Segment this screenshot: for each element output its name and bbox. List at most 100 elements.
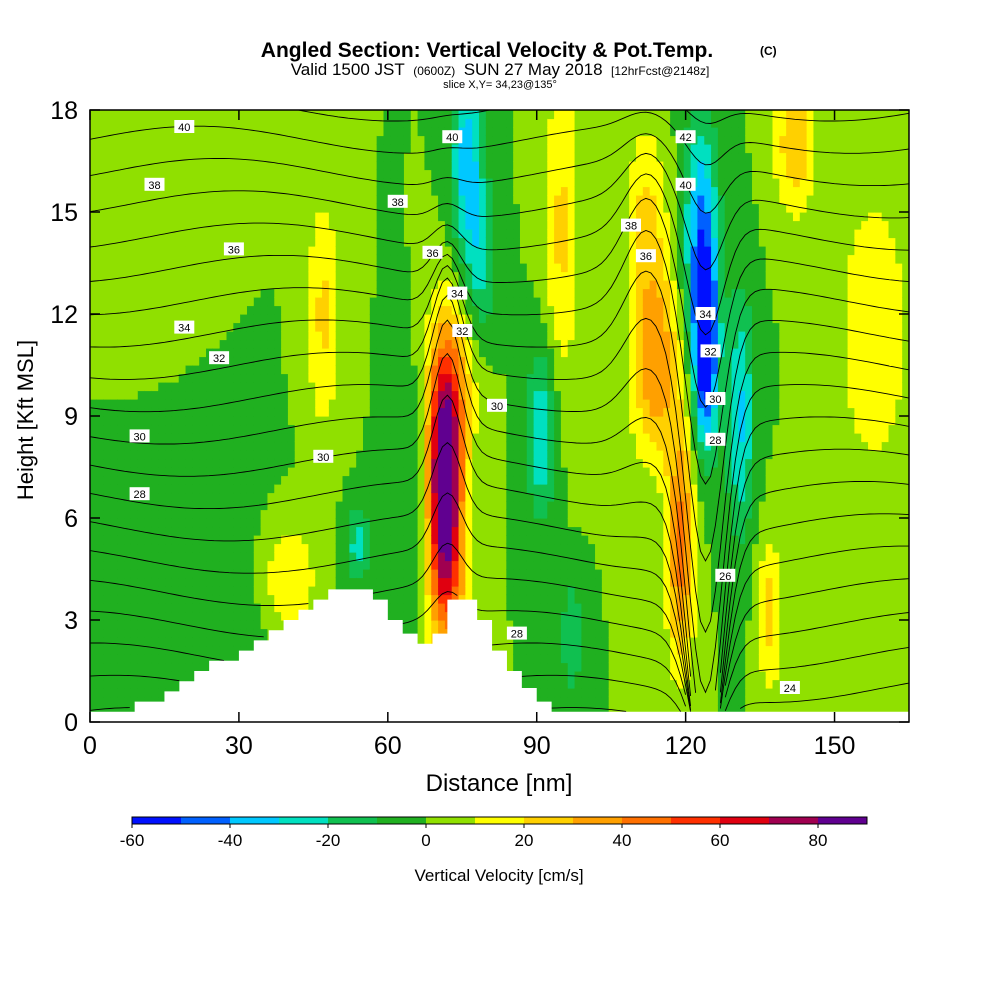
velocity-cell [390,288,398,298]
velocity-cell [526,569,535,579]
velocity-cell [438,475,446,485]
velocity-cell [342,297,350,307]
velocity-cell [137,416,146,426]
velocity-cell [206,195,214,205]
velocity-cell [451,441,460,451]
velocity-cell [465,450,473,460]
velocity-cell [246,356,255,366]
velocity-cell [110,271,118,281]
velocity-cell [315,535,323,545]
velocity-cell [424,560,432,570]
velocity-cell [328,373,337,383]
velocity-cell [110,611,118,621]
velocity-cell [301,526,309,536]
velocity-cell [90,509,98,519]
velocity-cell [206,501,214,511]
velocity-cell [554,552,562,562]
velocity-cell [410,212,419,222]
velocity-cell [199,492,207,502]
velocity-cell [438,382,446,392]
velocity-cell [315,518,323,528]
velocity-cell [363,569,371,579]
velocity-cell [410,620,419,630]
velocity-cell [465,212,473,222]
velocity-cell [103,509,112,519]
velocity-cell [376,237,385,247]
velocity-cell [226,288,234,298]
velocity-cell [171,492,180,502]
velocity-cell [328,399,337,409]
velocity-cell [185,637,193,647]
velocity-cell [369,433,378,443]
velocity-cell [103,518,112,528]
velocity-cell [124,399,132,409]
velocity-cell [287,433,296,443]
velocity-cell [151,671,159,681]
velocity-cell [130,169,139,179]
velocity-cell [506,382,514,392]
velocity-cell [96,144,105,154]
velocity-cell [165,356,173,366]
velocity-cell [124,628,132,638]
velocity-cell [260,577,269,587]
velocity-cell [376,458,385,468]
velocity-cell [96,246,105,256]
velocity-cell [199,654,207,664]
velocity-cell [212,237,221,247]
velocity-cell [171,203,180,213]
velocity-cell [130,229,139,239]
velocity-cell [260,492,269,502]
velocity-cell [451,424,460,434]
velocity-cell [554,399,562,409]
velocity-cell [335,152,344,162]
velocity-cell [274,186,282,196]
velocity-cell [151,433,159,443]
velocity-cell [199,110,207,120]
velocity-cell [274,603,282,613]
velocity-cell [376,407,385,417]
velocity-cell [137,654,146,664]
velocity-cell [287,263,296,273]
velocity-cell [526,390,535,400]
velocity-cell [547,263,555,273]
velocity-cell [417,161,426,171]
velocity-cell [219,110,228,120]
velocity-cell [369,271,378,281]
velocity-cell [158,467,166,477]
velocity-cell [554,161,562,171]
velocity-cell [90,662,98,672]
velocity-cell [424,501,432,511]
velocity-cell [219,501,228,511]
velocity-cell [124,543,132,553]
velocity-cell [328,424,337,434]
velocity-cell [185,288,193,298]
velocity-cell [103,586,112,596]
velocity-cell [185,356,193,366]
velocity-cell [294,433,303,443]
velocity-cell [144,348,153,358]
velocity-cell [212,322,221,332]
velocity-cell [171,586,180,596]
velocity-cell [90,339,98,349]
velocity-cell [376,373,385,383]
velocity-cell [390,535,398,545]
velocity-cell [472,433,480,443]
velocity-cell [294,288,303,298]
velocity-cell [206,637,214,647]
velocity-cell [158,356,166,366]
velocity-cell [513,271,521,281]
velocity-cell [165,178,173,188]
velocity-cell [110,110,118,120]
velocity-cell [390,169,398,179]
velocity-cell [479,203,487,213]
velocity-cell [185,280,193,290]
velocity-cell [451,594,460,604]
velocity-cell [287,144,296,154]
velocity-cell [315,390,323,400]
velocity-cell [267,407,275,417]
velocity-cell [90,186,98,196]
velocity-cell [383,433,391,443]
velocity-cell [499,118,507,128]
velocity-cell [458,424,466,434]
velocity-cell [403,577,412,587]
